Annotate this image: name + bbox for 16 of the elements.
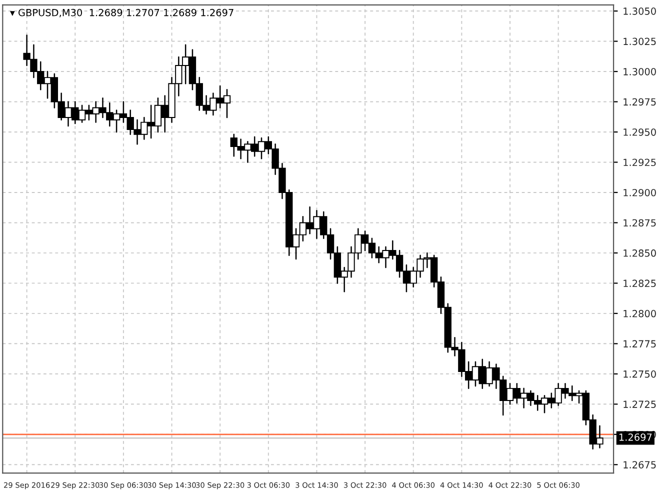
y-tick-label: 1.2825: [624, 280, 656, 288]
y-tick-label: 1.2725: [624, 400, 656, 408]
y-tick-label: 1.3025: [624, 38, 656, 46]
chart-title: ▾ GBPUSD,M30 1.2689 1.2707 1.2689 1.2697: [10, 8, 234, 18]
y-tick-label: 1.3050: [624, 8, 656, 15]
y-tick-label: 1.2750: [624, 370, 656, 378]
y-tick-label: 1.3000: [624, 68, 656, 76]
y-tick-label: 1.2900: [624, 188, 656, 196]
y-tick-label: 1.2775: [624, 340, 656, 348]
y-tick-label: 1.2850: [624, 249, 656, 257]
y-tick-label: 1.2675: [624, 461, 656, 468]
y-tick-label: 1.2975: [624, 98, 656, 106]
y-tick-label: 1.2800: [624, 310, 656, 318]
y-tick-label: 1.2950: [624, 128, 656, 136]
y-tick-label: 1.2875: [624, 219, 656, 227]
y-tick-label: 1.2925: [624, 158, 656, 166]
